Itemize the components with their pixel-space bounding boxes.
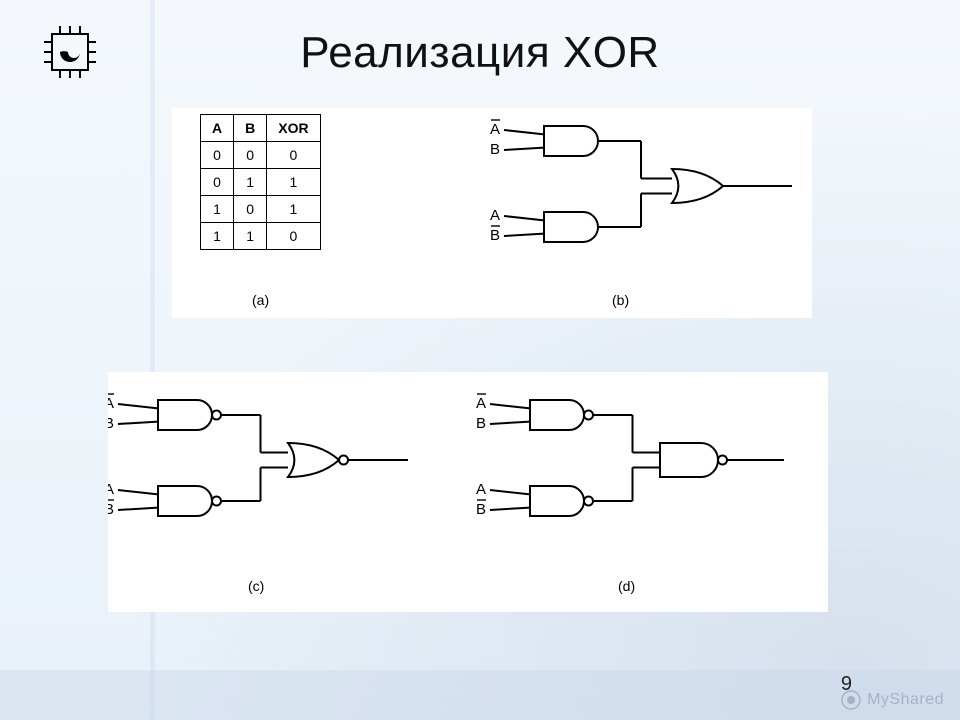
watermark-text: MyShared — [867, 691, 944, 709]
svg-text:B: B — [108, 501, 114, 518]
svg-text:A: A — [108, 395, 114, 412]
svg-text:A: A — [490, 121, 500, 138]
svg-text:B: B — [476, 415, 486, 432]
panel-top: A B XOR 000011101110 (a) (b) ABAB — [172, 108, 812, 318]
svg-text:A: A — [490, 207, 500, 224]
svg-text:B: B — [108, 415, 114, 432]
circuit-b: ABAB — [172, 108, 812, 318]
sublabel-d: (d) — [618, 578, 635, 594]
watermark: MyShared — [841, 690, 944, 710]
page-title: Реализация XOR — [0, 28, 960, 78]
watermark-icon — [841, 690, 861, 710]
svg-text:A: A — [476, 481, 486, 498]
svg-text:B: B — [490, 227, 500, 244]
panel-bottom: ABABABAB (c) (d) — [108, 372, 828, 612]
svg-text:B: B — [476, 501, 486, 518]
svg-text:B: B — [490, 141, 500, 158]
circuit-c-d: ABABABAB — [108, 372, 828, 612]
svg-text:A: A — [476, 395, 486, 412]
svg-text:A: A — [108, 481, 114, 498]
sublabel-c: (c) — [248, 578, 264, 594]
